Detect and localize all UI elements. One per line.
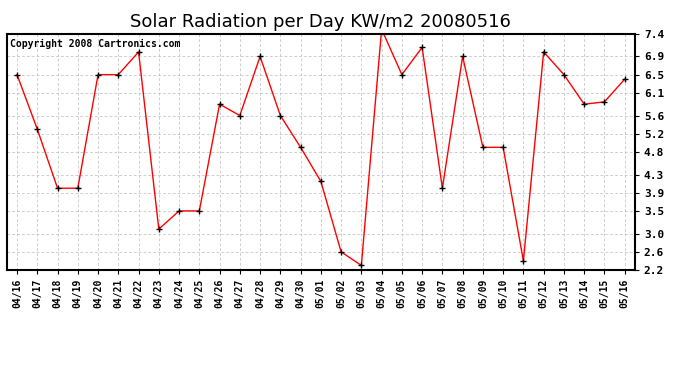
Text: Copyright 2008 Cartronics.com: Copyright 2008 Cartronics.com	[10, 39, 180, 48]
Title: Solar Radiation per Day KW/m2 20080516: Solar Radiation per Day KW/m2 20080516	[130, 13, 511, 31]
